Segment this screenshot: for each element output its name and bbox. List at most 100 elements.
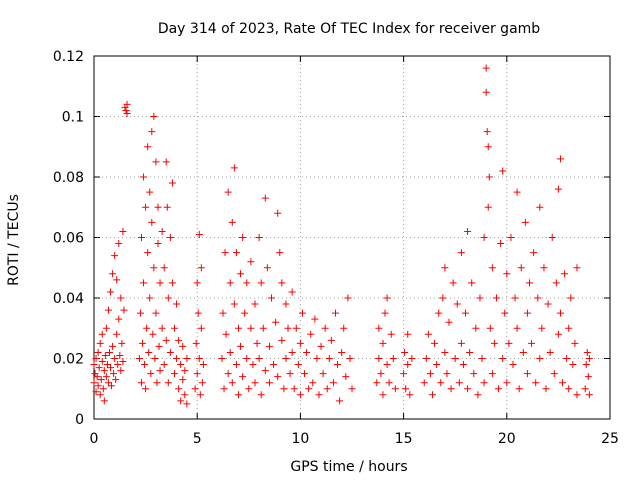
data-point bbox=[274, 373, 282, 381]
data-point bbox=[462, 309, 470, 317]
data-point bbox=[149, 330, 157, 338]
data-point bbox=[573, 264, 581, 272]
data-point bbox=[561, 270, 569, 278]
data-point bbox=[542, 385, 550, 393]
data-point bbox=[400, 370, 408, 378]
data-point bbox=[315, 391, 323, 399]
data-point bbox=[168, 279, 176, 287]
data-point bbox=[292, 324, 300, 332]
data-point bbox=[162, 336, 170, 344]
data-point bbox=[173, 300, 181, 308]
data-point bbox=[490, 339, 498, 347]
data-point bbox=[219, 309, 227, 317]
data-point bbox=[226, 279, 234, 287]
data-point bbox=[286, 370, 294, 378]
data-point bbox=[221, 249, 229, 257]
data-point bbox=[234, 391, 242, 399]
data-point bbox=[199, 361, 207, 369]
data-point bbox=[111, 355, 119, 362]
data-point bbox=[103, 361, 111, 369]
data-point bbox=[495, 385, 503, 393]
y-tick-label: 0.12 bbox=[53, 49, 84, 65]
data-point bbox=[142, 385, 150, 393]
grid-lines bbox=[94, 56, 610, 419]
data-point bbox=[136, 309, 144, 317]
data-point bbox=[175, 385, 183, 393]
data-point bbox=[123, 100, 131, 108]
data-point bbox=[261, 367, 269, 375]
y-tick-label: 0.08 bbox=[53, 170, 84, 186]
data-point bbox=[307, 330, 315, 338]
data-point bbox=[195, 355, 203, 362]
data-point bbox=[563, 355, 571, 362]
data-point bbox=[105, 348, 113, 356]
data-point bbox=[482, 88, 490, 96]
data-point bbox=[548, 234, 556, 241]
data-point bbox=[117, 294, 125, 302]
data-point bbox=[325, 355, 333, 362]
data-point bbox=[583, 348, 591, 356]
data-point bbox=[282, 355, 290, 362]
data-point bbox=[177, 397, 185, 405]
data-point bbox=[288, 348, 296, 356]
data-point bbox=[259, 324, 267, 332]
data-point bbox=[472, 324, 480, 332]
data-point bbox=[387, 330, 395, 338]
data-point bbox=[118, 339, 126, 347]
data-point bbox=[239, 234, 247, 241]
data-point bbox=[554, 185, 562, 193]
x-tick-label: 20 bbox=[498, 431, 516, 447]
data-point bbox=[422, 355, 430, 362]
data-point bbox=[550, 370, 558, 378]
data-point bbox=[102, 324, 110, 332]
data-point bbox=[183, 355, 191, 362]
data-point bbox=[148, 218, 156, 226]
data-point bbox=[503, 270, 511, 278]
data-point bbox=[439, 294, 447, 302]
data-point bbox=[109, 270, 117, 278]
data-point bbox=[97, 376, 105, 384]
data-point bbox=[517, 264, 525, 272]
data-point bbox=[457, 249, 465, 257]
data-point bbox=[228, 218, 236, 226]
data-point bbox=[119, 227, 127, 235]
data-point bbox=[147, 370, 155, 378]
data-point bbox=[251, 379, 259, 387]
data-point bbox=[191, 385, 199, 393]
data-point bbox=[278, 336, 286, 344]
data-point bbox=[584, 373, 592, 381]
data-point bbox=[585, 391, 593, 399]
data-point bbox=[117, 367, 125, 375]
data-point bbox=[241, 309, 249, 317]
data-point bbox=[247, 258, 255, 266]
data-point bbox=[582, 361, 590, 369]
data-point bbox=[122, 106, 130, 114]
data-point bbox=[301, 370, 309, 378]
data-point bbox=[96, 339, 104, 347]
data-point bbox=[170, 324, 178, 332]
data-point bbox=[155, 342, 163, 350]
data-point bbox=[391, 385, 399, 393]
data-point bbox=[270, 361, 278, 369]
data-point bbox=[228, 379, 236, 387]
data-point bbox=[151, 355, 159, 362]
data-point bbox=[148, 128, 156, 136]
data-point bbox=[488, 370, 496, 378]
x-tick-label: 5 bbox=[193, 431, 202, 447]
data-point bbox=[194, 309, 202, 317]
data-point bbox=[230, 164, 238, 172]
data-point bbox=[567, 294, 575, 302]
x-tick-label: 15 bbox=[395, 431, 413, 447]
data-point bbox=[141, 361, 149, 369]
data-point bbox=[237, 270, 245, 278]
data-point bbox=[145, 348, 153, 356]
data-point bbox=[96, 391, 104, 399]
data-point bbox=[340, 324, 348, 332]
data-point bbox=[284, 324, 292, 332]
data-point bbox=[404, 330, 412, 338]
data-point bbox=[257, 391, 265, 399]
data-point bbox=[511, 294, 519, 302]
data-point bbox=[193, 370, 201, 378]
data-point bbox=[329, 379, 337, 387]
